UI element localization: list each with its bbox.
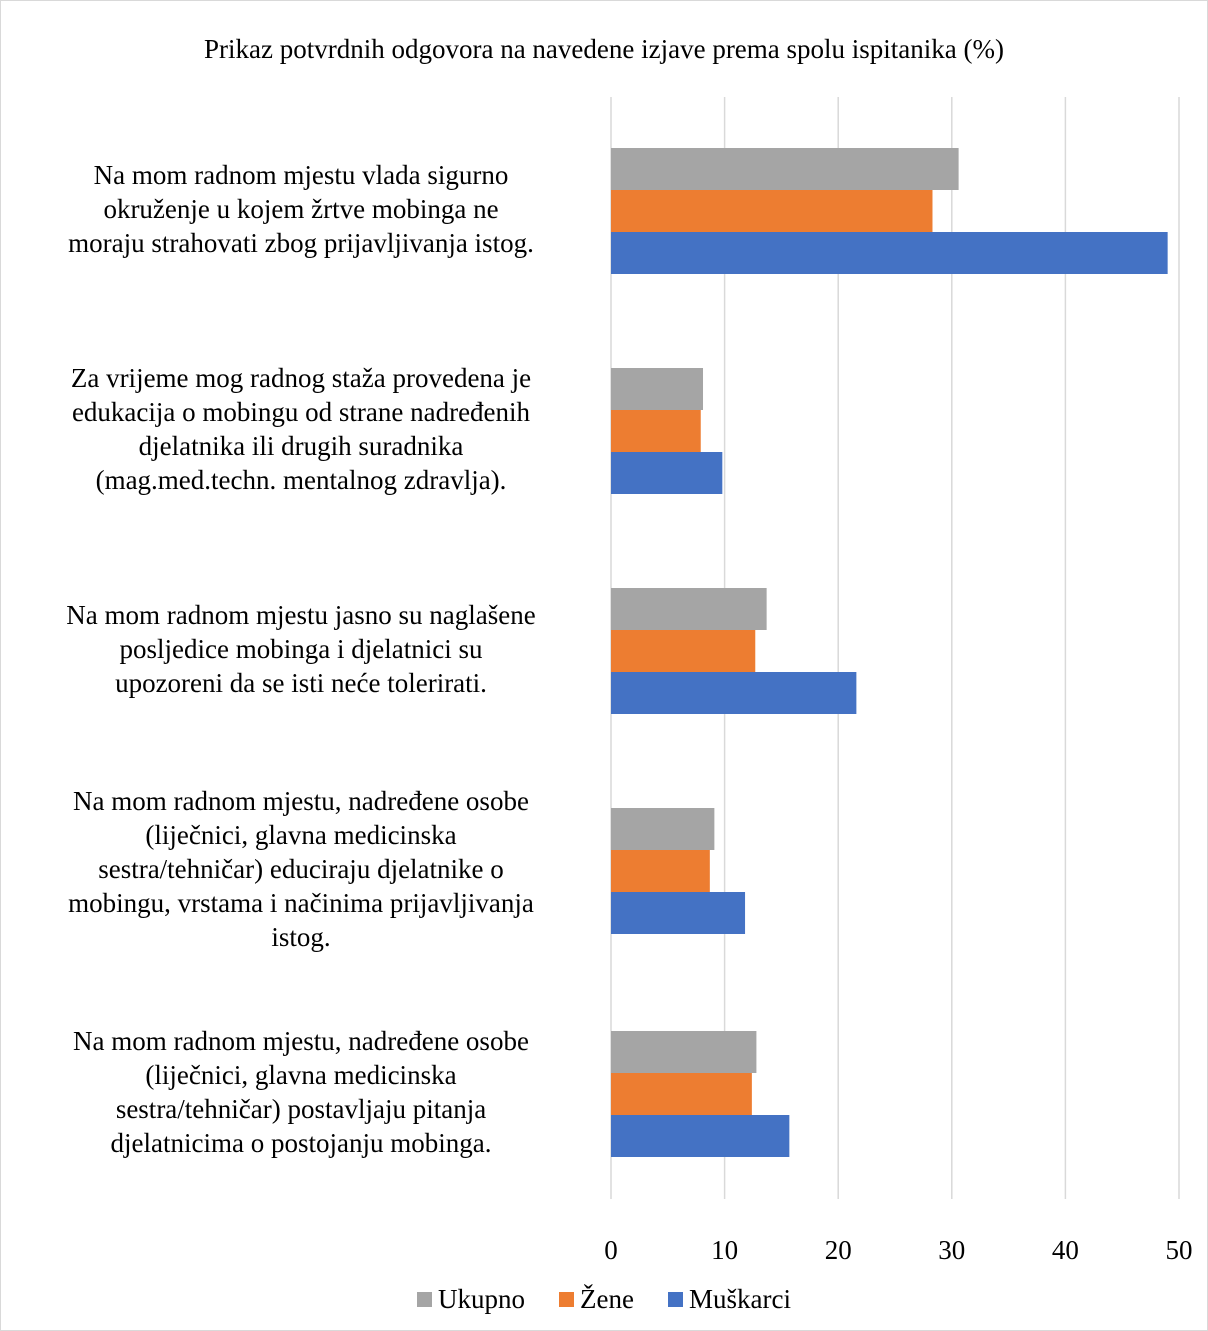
bar-ukupno xyxy=(611,808,715,850)
bar-mu-karci xyxy=(611,232,1168,274)
bar--ene xyxy=(611,630,756,672)
category-label-line: mobingu, vrstama i načinima prijavljivan… xyxy=(68,888,534,918)
legend-label: Muškarci xyxy=(688,1284,791,1314)
category-label-line: sestra/tehničar) educiraju djelatnike o xyxy=(98,854,504,884)
bar-mu-karci xyxy=(611,452,723,494)
legend-item: Žene xyxy=(559,1282,634,1316)
category-label-line: edukacija o mobingu od strane nadređenih xyxy=(71,397,531,427)
category-label-line: djelatnicima o postojanju mobinga. xyxy=(110,1128,492,1158)
bar--ene xyxy=(611,1073,752,1115)
category-label-line: upozoreni da se isti neće tolerirati. xyxy=(115,668,487,698)
category-label-line: (liječnici, glavna medicinska xyxy=(145,1060,457,1090)
x-tick-label: 0 xyxy=(604,1235,618,1265)
bars xyxy=(611,148,1168,1157)
category-label-line: okruženje u kojem žrtve mobinga ne xyxy=(103,194,499,224)
category-label-line: sestra/tehničar) postavljaju pitanja xyxy=(115,1094,487,1124)
category-label-line: (mag.med.techn. mentalnog zdravlja). xyxy=(95,465,507,495)
bar-mu-karci xyxy=(611,892,746,934)
bar--ene xyxy=(611,850,710,892)
legend-label: Ukupno xyxy=(438,1284,526,1314)
bar-mu-karci xyxy=(611,672,857,714)
bar--ene xyxy=(611,410,701,452)
category-label-line: Za vrijeme mog radnog staža provedena je xyxy=(70,363,532,393)
category-label-line: Na mom radnom mjestu, nadređene osobe xyxy=(73,1026,529,1056)
bar-ukupno xyxy=(611,368,704,410)
x-axis-ticks: 0 10 20 30 40 50 xyxy=(604,1235,1192,1265)
category-label: Za vrijeme mog radnog staža provedena je… xyxy=(1,361,601,497)
category-label: Na mom radnom mjestu jasno su naglašene p… xyxy=(1,598,601,700)
category-label-line: Na mom radnom mjestu, nadređene osobe xyxy=(73,786,529,816)
legend: Ukupno Žene Muškarci xyxy=(1,1282,1207,1316)
category-label: Na mom radnom mjestu, nadređene osobe (li… xyxy=(1,784,601,954)
x-tick-label: 40 xyxy=(1052,1235,1079,1265)
legend-swatch xyxy=(667,1291,683,1307)
bar-mu-karci xyxy=(611,1115,790,1157)
bar-ukupno xyxy=(611,588,767,630)
category-label-line: djelatnika ili drugih suradnika xyxy=(138,431,464,461)
x-tick-label: 20 xyxy=(825,1235,852,1265)
bar--ene xyxy=(611,190,933,232)
bar-ukupno xyxy=(611,1031,757,1073)
legend-swatch xyxy=(417,1291,433,1307)
category-label: Na mom radnom mjestu vlada sigurno okruže… xyxy=(1,158,601,260)
x-tick-label: 30 xyxy=(938,1235,965,1265)
legend-item: Ukupno xyxy=(417,1282,525,1316)
category-label-line: (liječnici, glavna medicinska xyxy=(145,820,457,850)
legend-swatch xyxy=(559,1291,575,1307)
x-tick-label: 50 xyxy=(1166,1235,1193,1265)
category-label: Na mom radnom mjestu, nadređene osobe (li… xyxy=(1,1024,601,1160)
bar-ukupno xyxy=(611,148,959,190)
category-label-line: posljedice mobinga i djelatnici su xyxy=(119,634,483,664)
x-tick-label: 10 xyxy=(711,1235,738,1265)
category-label-line: Na mom radnom mjestu jasno su naglašene xyxy=(66,600,536,630)
category-label-line: moraju strahovati zbog prijavljivanja is… xyxy=(68,228,534,258)
chart-title: Prikaz potvrdnih odgovora na navedene iz… xyxy=(204,34,1004,64)
category-label-line: Na mom radnom mjestu vlada sigurno xyxy=(93,160,509,190)
legend-label: Žene xyxy=(580,1284,634,1314)
category-label-line: istog. xyxy=(271,922,331,952)
legend-item: Muškarci xyxy=(667,1282,791,1316)
